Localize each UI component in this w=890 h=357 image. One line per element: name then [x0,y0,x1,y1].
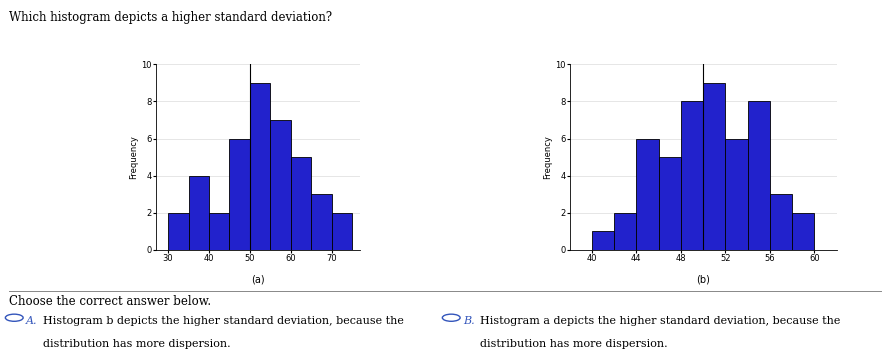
Bar [770,194,792,250]
Text: Which histogram depicts a higher standard deviation?: Which histogram depicts a higher standar… [9,11,332,24]
Bar [681,101,703,250]
Bar [189,176,209,250]
Bar [291,157,312,250]
X-axis label: (a): (a) [251,274,265,284]
Bar [748,101,770,250]
Y-axis label: Frequency: Frequency [129,135,138,179]
Text: Histogram a depicts the higher standard deviation, because the: Histogram a depicts the higher standard … [480,316,840,326]
Bar [250,83,271,250]
Bar [332,213,352,250]
Bar [636,139,659,250]
Text: Histogram b depicts the higher standard deviation, because the: Histogram b depicts the higher standard … [43,316,403,326]
Bar [792,213,814,250]
Text: B.: B. [463,316,474,326]
Text: A.: A. [26,316,37,326]
Bar [312,194,332,250]
Text: Choose the correct answer below.: Choose the correct answer below. [9,295,211,307]
Bar [168,213,189,250]
Y-axis label: Frequency: Frequency [543,135,552,179]
Bar [659,157,681,250]
Text: distribution has more dispersion.: distribution has more dispersion. [480,339,668,349]
Bar [703,83,725,250]
Bar [209,213,230,250]
Bar [725,139,748,250]
Bar [230,139,250,250]
Bar [271,120,291,250]
Bar [592,231,614,250]
X-axis label: (b): (b) [696,274,710,284]
Bar [614,213,636,250]
Text: distribution has more dispersion.: distribution has more dispersion. [43,339,231,349]
